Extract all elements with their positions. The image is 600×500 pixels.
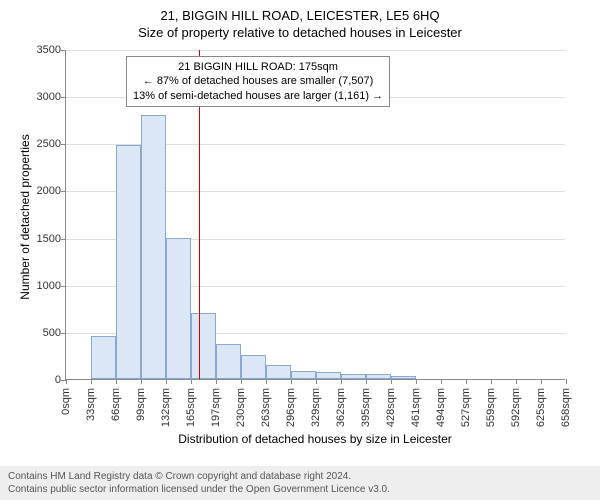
histogram-bar — [216, 344, 241, 379]
x-tick — [566, 379, 567, 384]
histogram-bar — [141, 115, 166, 379]
x-tick-label: 329sqm — [310, 388, 322, 427]
histogram-bar — [191, 313, 216, 379]
plot-area: 05001000150020002500300035000sqm33sqm66s… — [65, 50, 565, 380]
chart-container: 21, BIGGIN HILL ROAD, LEICESTER, LE5 6HQ… — [0, 0, 600, 500]
y-tick — [61, 239, 66, 240]
x-tick-label: 263sqm — [260, 388, 272, 427]
x-tick-label: 559sqm — [485, 388, 497, 427]
y-tick — [61, 144, 66, 145]
histogram-bar — [241, 355, 266, 379]
y-tick-label: 3000 — [26, 91, 61, 103]
x-axis-title: Distribution of detached houses by size … — [65, 432, 565, 446]
x-tick — [166, 379, 167, 384]
y-tick — [61, 286, 66, 287]
histogram-bar — [266, 365, 291, 379]
histogram-bar — [341, 374, 366, 379]
x-tick — [491, 379, 492, 384]
x-tick-label: 527sqm — [460, 388, 472, 427]
x-tick — [541, 379, 542, 384]
x-tick — [266, 379, 267, 384]
title-sub: Size of property relative to detached ho… — [0, 23, 600, 40]
x-tick-label: 395sqm — [360, 388, 372, 427]
footer-line2: Contains public sector information licen… — [8, 483, 592, 496]
y-tick — [61, 191, 66, 192]
x-tick-label: 592sqm — [510, 388, 522, 427]
x-tick-label: 66sqm — [110, 388, 122, 421]
chart-area: 05001000150020002500300035000sqm33sqm66s… — [65, 50, 565, 380]
y-tick-label: 0 — [26, 374, 61, 386]
x-tick-label: 132sqm — [160, 388, 172, 427]
y-tick — [61, 97, 66, 98]
x-tick — [216, 379, 217, 384]
x-tick — [291, 379, 292, 384]
x-tick-label: 197sqm — [210, 388, 222, 427]
y-tick-label: 500 — [26, 327, 61, 339]
x-tick-label: 33sqm — [85, 388, 97, 421]
x-tick-label: 230sqm — [235, 388, 247, 427]
x-tick — [316, 379, 317, 384]
annotation-line: ← 87% of detached houses are smaller (7,… — [133, 74, 383, 88]
y-axis-title: Number of detached properties — [18, 117, 32, 317]
x-tick — [341, 379, 342, 384]
annotation-line: 13% of semi-detached houses are larger (… — [133, 89, 383, 103]
histogram-bar — [291, 371, 316, 379]
x-tick — [141, 379, 142, 384]
histogram-bar — [316, 372, 341, 379]
histogram-bar — [91, 336, 116, 379]
x-tick — [191, 379, 192, 384]
x-tick — [516, 379, 517, 384]
y-tick-label: 3500 — [26, 44, 61, 56]
x-tick-label: 428sqm — [385, 388, 397, 427]
y-tick — [61, 50, 66, 51]
annotation-line: 21 BIGGIN HILL ROAD: 175sqm — [133, 60, 383, 74]
x-tick — [91, 379, 92, 384]
title-main: 21, BIGGIN HILL ROAD, LEICESTER, LE5 6HQ — [0, 0, 600, 23]
x-tick-label: 0sqm — [60, 388, 72, 415]
histogram-bar — [116, 145, 141, 379]
y-tick — [61, 333, 66, 334]
x-tick-label: 99sqm — [135, 388, 147, 421]
x-tick-label: 461sqm — [410, 388, 422, 427]
x-tick-label: 494sqm — [435, 388, 447, 427]
histogram-bar — [166, 238, 191, 379]
x-tick-label: 165sqm — [185, 388, 197, 427]
annotation-box: 21 BIGGIN HILL ROAD: 175sqm← 87% of deta… — [126, 56, 390, 107]
histogram-bar — [366, 374, 391, 379]
x-tick — [391, 379, 392, 384]
x-tick-label: 296sqm — [285, 388, 297, 427]
x-tick-label: 362sqm — [335, 388, 347, 427]
x-tick — [241, 379, 242, 384]
x-tick — [66, 379, 67, 384]
x-tick — [116, 379, 117, 384]
x-tick — [416, 379, 417, 384]
footer: Contains HM Land Registry data © Crown c… — [0, 466, 600, 500]
histogram-bar — [391, 376, 416, 379]
gridline — [66, 50, 565, 51]
x-tick — [466, 379, 467, 384]
x-tick — [366, 379, 367, 384]
x-tick-label: 625sqm — [535, 388, 547, 427]
footer-line1: Contains HM Land Registry data © Crown c… — [8, 470, 592, 483]
x-tick — [441, 379, 442, 384]
x-tick-label: 658sqm — [560, 388, 572, 427]
